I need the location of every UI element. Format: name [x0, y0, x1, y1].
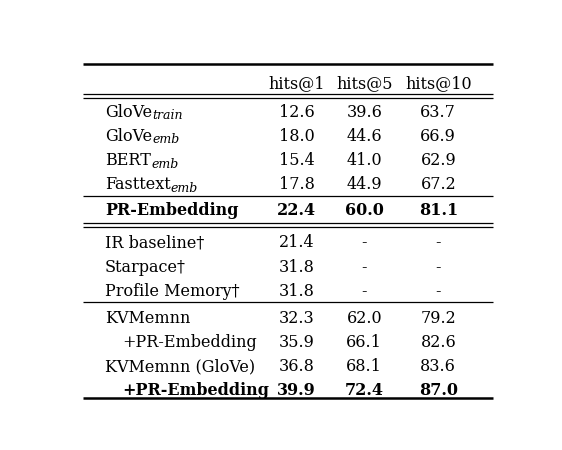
Text: 39.6: 39.6	[346, 104, 382, 121]
Text: 31.8: 31.8	[279, 259, 315, 275]
Text: 66.9: 66.9	[420, 128, 456, 145]
Text: 17.8: 17.8	[279, 176, 315, 194]
Text: KVMemnn (GloVe): KVMemnn (GloVe)	[105, 358, 255, 375]
Text: IR baseline†: IR baseline†	[105, 234, 205, 252]
Text: 83.6: 83.6	[420, 358, 456, 375]
Text: -: -	[361, 283, 367, 300]
Text: Profile Memory†: Profile Memory†	[105, 283, 240, 300]
Text: 21.4: 21.4	[279, 234, 315, 252]
Text: hits@1: hits@1	[269, 75, 325, 92]
Text: -: -	[436, 283, 441, 300]
Text: 41.0: 41.0	[346, 152, 382, 169]
Text: GloVe: GloVe	[105, 128, 152, 145]
Text: 72.4: 72.4	[345, 382, 384, 399]
Text: 18.0: 18.0	[279, 128, 315, 145]
Text: 12.6: 12.6	[279, 104, 315, 121]
Text: -: -	[361, 234, 367, 252]
Text: Starpace†: Starpace†	[105, 259, 186, 275]
Text: 63.7: 63.7	[420, 104, 456, 121]
Text: 32.3: 32.3	[279, 310, 315, 327]
Text: emb: emb	[152, 134, 179, 146]
Text: emb: emb	[151, 158, 178, 171]
Text: 22.4: 22.4	[277, 202, 316, 219]
Text: 79.2: 79.2	[420, 310, 456, 327]
Text: KVMemnn: KVMemnn	[105, 310, 191, 327]
Text: 39.9: 39.9	[278, 382, 316, 399]
Text: hits@10: hits@10	[405, 75, 472, 92]
Text: -: -	[361, 259, 367, 275]
Text: 81.1: 81.1	[419, 202, 458, 219]
Text: 60.0: 60.0	[345, 202, 384, 219]
Text: GloVe: GloVe	[105, 104, 152, 121]
Text: 35.9: 35.9	[279, 334, 315, 351]
Text: 62.0: 62.0	[346, 310, 382, 327]
Text: 15.4: 15.4	[279, 152, 315, 169]
Text: 82.6: 82.6	[420, 334, 456, 351]
Text: emb: emb	[171, 182, 198, 195]
Text: 87.0: 87.0	[419, 382, 458, 399]
Text: hits@5: hits@5	[336, 75, 392, 92]
Text: +PR-Embedding: +PR-Embedding	[123, 382, 270, 399]
Text: -: -	[436, 234, 441, 252]
Text: 68.1: 68.1	[346, 358, 382, 375]
Text: 31.8: 31.8	[279, 283, 315, 300]
Text: Fasttext: Fasttext	[105, 176, 171, 194]
Text: PR-Embedding: PR-Embedding	[105, 202, 239, 219]
Text: 44.9: 44.9	[346, 176, 382, 194]
Text: 67.2: 67.2	[420, 176, 456, 194]
Text: 62.9: 62.9	[420, 152, 456, 169]
Text: +PR-Embedding: +PR-Embedding	[123, 334, 257, 351]
Text: 44.6: 44.6	[346, 128, 382, 145]
Text: BERT: BERT	[105, 152, 151, 169]
Text: 66.1: 66.1	[346, 334, 382, 351]
Text: -: -	[436, 259, 441, 275]
Text: 36.8: 36.8	[279, 358, 315, 375]
Text: train: train	[152, 109, 183, 122]
